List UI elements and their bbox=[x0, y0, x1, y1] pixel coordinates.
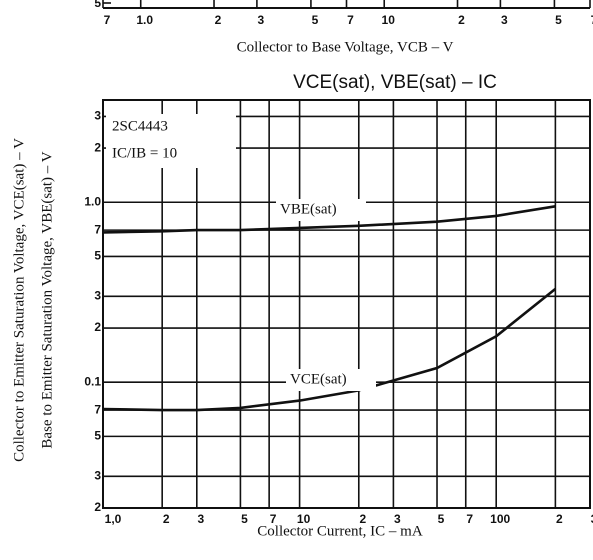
series-label: VCE(sat) bbox=[290, 371, 347, 387]
x-tick-label: 10 bbox=[297, 512, 311, 526]
annotation: IC/IB = 10 bbox=[112, 145, 177, 161]
x-tick-label: 2 bbox=[556, 512, 563, 526]
y-tick-label: 3 bbox=[94, 109, 101, 123]
series-label-bg bbox=[276, 199, 366, 221]
x-axis-label: Collector Current, IC – mA bbox=[257, 523, 423, 539]
y-tick-label: 3 bbox=[94, 468, 101, 482]
x-tick-label: 7 bbox=[466, 512, 473, 526]
x-tick-label: 3 bbox=[394, 512, 401, 526]
top-axis-label: Collector to Base Voltage, VCB – V bbox=[237, 39, 454, 55]
data-line bbox=[102, 287, 557, 412]
x-tick-label: 1.0 bbox=[136, 13, 153, 27]
y-tick-label: 7 bbox=[94, 222, 101, 236]
series-label-bg bbox=[286, 369, 376, 391]
series-label: VBE(sat) bbox=[280, 201, 337, 217]
x-tick-label: 2 bbox=[215, 13, 222, 27]
data-line bbox=[102, 205, 556, 234]
y-tick-label: 5 bbox=[94, 429, 101, 443]
x-tick-label: 10 bbox=[382, 13, 396, 27]
chart-title: VCE(sat), VBE(sat) – IC bbox=[293, 72, 497, 93]
x-tick-label: 3 bbox=[197, 512, 204, 526]
x-tick-label: 3 bbox=[591, 512, 593, 526]
x-tick-label: 2 bbox=[163, 512, 170, 526]
y-tick-label: 2 bbox=[94, 500, 101, 514]
x-tick-label: 3 bbox=[501, 13, 508, 27]
y-axis-label: Collector to Emitter Saturation Voltage,… bbox=[11, 138, 27, 462]
y-tick-label: 5 bbox=[94, 0, 101, 10]
x-tick-label: 5 bbox=[438, 512, 445, 526]
annotation-bg bbox=[106, 114, 236, 168]
y-tick-label: 0.1 bbox=[84, 374, 101, 388]
x-tick-label: 100 bbox=[490, 512, 510, 526]
x-tick-label: 3 bbox=[258, 13, 265, 27]
y-tick-label: 2 bbox=[94, 140, 101, 154]
x-tick-label: 1,0 bbox=[105, 512, 122, 526]
x-tick-label: 7 bbox=[270, 512, 277, 526]
x-tick-label: 7 bbox=[104, 13, 111, 27]
x-tick-label: 2 bbox=[359, 512, 366, 526]
x-tick-label: 5 bbox=[241, 512, 248, 526]
x-tick-label: 5 bbox=[312, 13, 319, 27]
y-tick-label: 2 bbox=[94, 320, 101, 334]
x-tick-label: 7 bbox=[591, 13, 593, 27]
y-tick-label: 5 bbox=[94, 249, 101, 263]
y-tick-label: 7 bbox=[94, 402, 101, 416]
x-tick-label: 2 bbox=[458, 13, 465, 27]
annotation: 2SC4443 bbox=[112, 118, 168, 134]
y-axis-label: Base to Emitter Saturation Voltage, VBE(… bbox=[39, 151, 55, 448]
x-tick-label: 5 bbox=[555, 13, 562, 27]
x-tick-label: 7 bbox=[347, 13, 354, 27]
y-tick-label: 1.0 bbox=[84, 194, 101, 208]
y-tick-label: 3 bbox=[94, 289, 101, 303]
